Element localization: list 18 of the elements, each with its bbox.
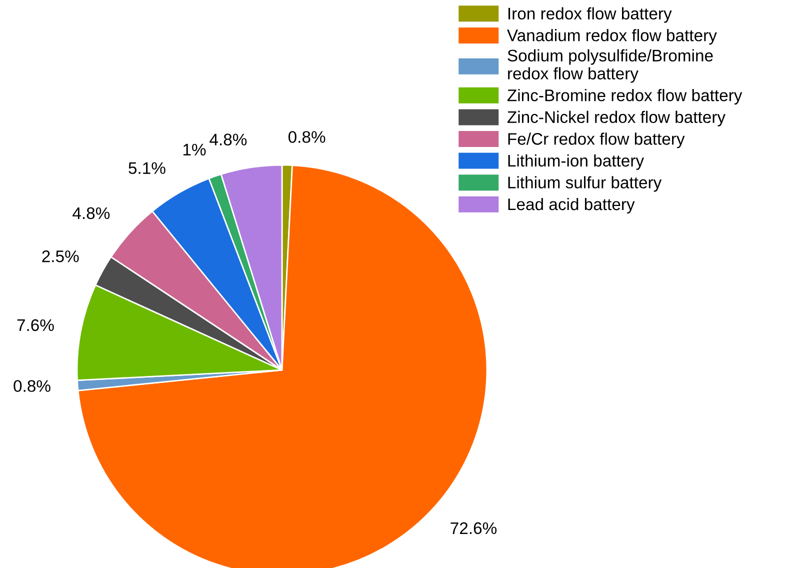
data-label: 4.8%: [210, 134, 247, 146]
data-label: 7.6%: [17, 319, 54, 332]
data-label: 2.5%: [42, 250, 79, 262]
legend-label: Lithium-ion battery: [508, 154, 644, 170]
legend-label: Sodium polysulfide/Bromine redox flow battery: [508, 49, 713, 83]
data-label: 72.6%: [450, 522, 497, 534]
data-label: 1%: [183, 144, 206, 156]
data-label: 0.8%: [14, 380, 50, 392]
data-label: 5.1%: [128, 162, 166, 174]
legend-label: Lead acid battery: [508, 198, 635, 214]
legend-label: Zinc-Bromine redox flow battery: [507, 89, 742, 105]
legend-label: Lithium sulfur battery: [508, 176, 662, 192]
data-label: 0.8%: [288, 131, 326, 143]
data-label: 4.8%: [72, 207, 110, 220]
legend-label: Vanadium redox flow battery: [507, 29, 717, 45]
legend-label: Zinc-Nickel redox flow battery: [507, 110, 726, 126]
legend-label: Fe/Cr redox flow battery: [508, 132, 685, 148]
legend-label: Iron redox flow battery: [508, 7, 672, 23]
